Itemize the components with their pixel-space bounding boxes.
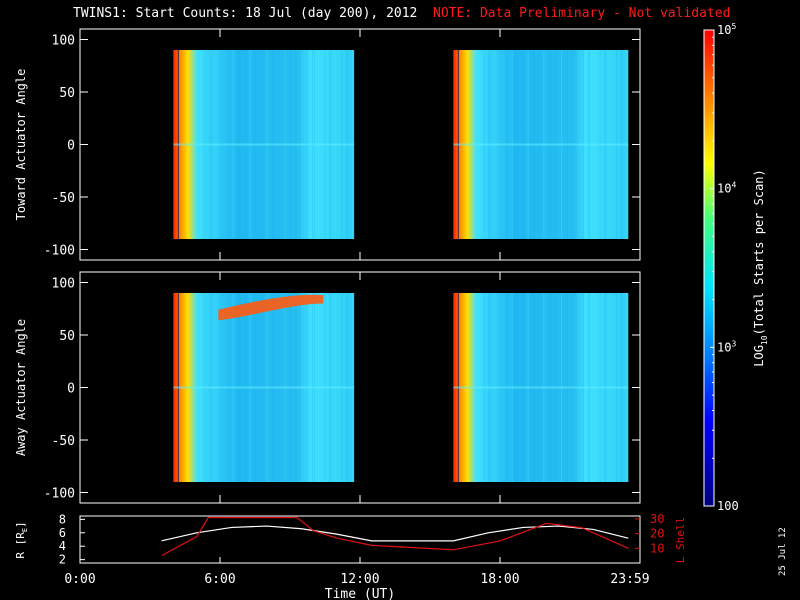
x-axis-label: Time (UT)	[325, 587, 395, 600]
preliminary-note: NOTE: Data Preliminary - Not validated	[433, 6, 731, 21]
right-y-tick-label: 20	[650, 527, 664, 541]
chart-title: TWINS1: Start Counts: 18 Jul (day 200), …	[73, 6, 418, 21]
right-axis-label: L Shell	[674, 517, 687, 563]
x-tick-label: 18:00	[480, 572, 519, 587]
colorbar-tick-label: 105	[717, 22, 736, 37]
colorbar	[703, 29, 715, 507]
y-tick-label: -50	[52, 434, 75, 449]
left-y-tick-label: 2	[59, 553, 66, 567]
colorbar-label: LOG10(Total Starts per Scan)	[752, 169, 769, 367]
r-series-line	[161, 525, 629, 542]
colorbar-tick-label: 100	[717, 499, 739, 513]
y-tick-label: 0	[67, 139, 75, 154]
y-tick-label: 100	[52, 277, 75, 292]
lshell-series-line	[161, 516, 629, 557]
x-tick-label: 6:00	[204, 572, 235, 587]
right-y-tick-label: 10	[650, 541, 664, 555]
left-axis-label: R [RE]	[14, 521, 29, 558]
left-y-tick-label: 8	[59, 512, 66, 526]
y-tick-label: 50	[59, 86, 75, 101]
x-tick-label: 0:00	[64, 572, 95, 587]
toward-panel: 100 50 0 -50 -100 Toward Actuator Angle	[14, 28, 641, 261]
x-tick-label: 23:59	[610, 572, 649, 587]
y-tick-label: -100	[44, 244, 75, 259]
high-count-band	[218, 294, 324, 321]
right-y-tick-label: 30	[650, 512, 664, 526]
y-tick-label: 100	[52, 34, 75, 49]
y-tick-label: 50	[59, 329, 75, 344]
colorbar-tick-label: 103	[717, 339, 736, 354]
x-tick-label: 12:00	[340, 572, 379, 587]
ephemeris-frame	[79, 515, 641, 564]
colorbar-tick-label: 104	[717, 181, 736, 196]
y-axis-label: Away Actuator Angle	[14, 319, 28, 456]
y-tick-label: -100	[44, 487, 75, 502]
date-stamp: 25 Jul 12	[778, 527, 788, 576]
left-y-tick-label: 4	[59, 539, 66, 553]
y-axis-label: Toward Actuator Angle	[14, 69, 28, 221]
left-y-tick-label: 6	[59, 526, 66, 540]
y-tick-label: 0	[67, 382, 75, 397]
y-tick-label: -50	[52, 191, 75, 206]
away-panel: 100 50 0 -50 -100 Away Actuator Angle	[14, 271, 641, 504]
